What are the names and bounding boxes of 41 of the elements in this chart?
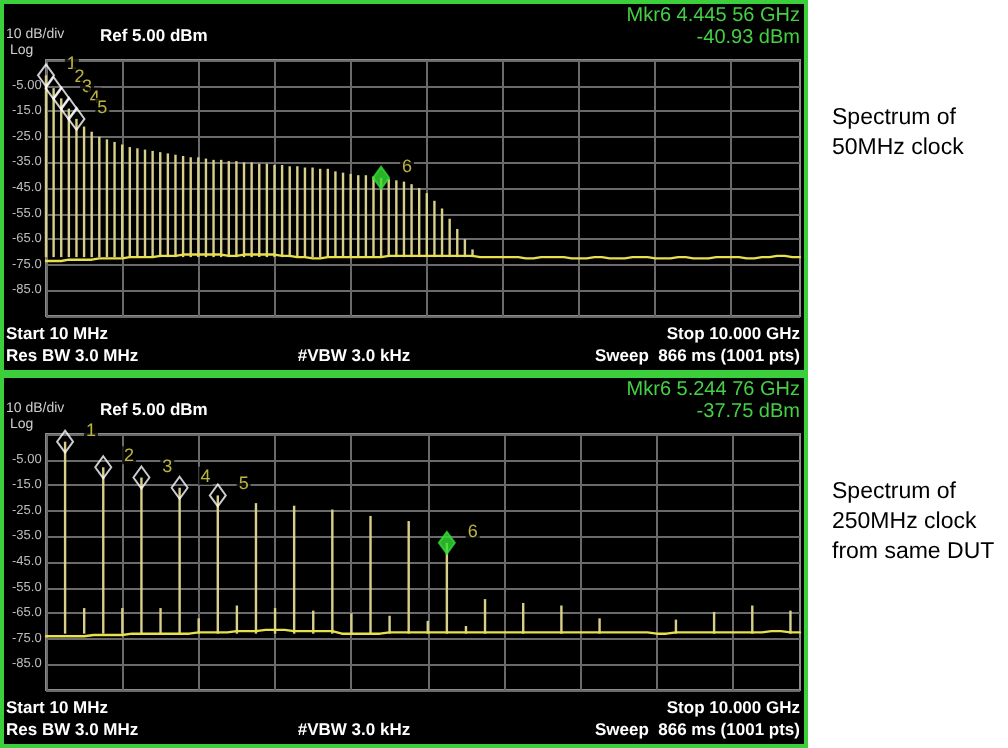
point — [208, 483, 227, 508]
annotation: 2 — [74, 66, 85, 87]
annotation: 5 — [97, 96, 108, 117]
text: Start 10 MHz — [6, 697, 109, 717]
text: Ref 5.00 dBm — [100, 25, 209, 45]
point — [94, 455, 113, 480]
annotation: 3 — [82, 76, 93, 97]
text: Stop 10.000 GHz — [666, 697, 800, 717]
annotation: 4 — [89, 86, 100, 107]
annotation: 6 — [467, 520, 478, 541]
annotation: 5 — [238, 473, 249, 494]
annotation: 4 — [200, 465, 211, 486]
point — [67, 106, 86, 131]
text: Spectrum of 50MHz clock — [832, 104, 966, 164]
annotation: 3 — [162, 455, 173, 476]
text: Start 10 MHz — [6, 323, 109, 343]
point — [52, 86, 71, 111]
point — [44, 76, 63, 101]
text: Res BW 3.0 MHz — [6, 345, 139, 365]
text: Res BW 3.0 MHz — [6, 719, 139, 739]
text: Mkr6 5.244 76 GHz — [626, 379, 800, 401]
annotation: 6 — [401, 155, 412, 176]
point — [437, 530, 456, 555]
point — [372, 165, 391, 190]
text: #VBW 3.0 kHz — [297, 719, 411, 739]
text: Sweep 866 ms (1001 pts) — [594, 345, 801, 365]
annotation: 2 — [124, 445, 135, 466]
text: Ref 5.00 dBm — [100, 399, 209, 419]
annotation: 1 — [85, 419, 96, 440]
text: Stop 10.000 GHz — [666, 323, 800, 343]
point — [56, 429, 75, 454]
text: -40.93 dBm — [696, 27, 800, 49]
annotation: 1 — [66, 53, 77, 74]
text: Mkr6 4.445 56 GHz — [626, 5, 800, 27]
point — [132, 465, 151, 490]
text: #VBW 3.0 kHz — [297, 345, 411, 365]
text: Sweep 866 ms (1001 pts) — [594, 719, 801, 739]
point — [59, 96, 78, 121]
text: Spectrum of 250MHz clock from same DUT — [832, 478, 997, 568]
point — [170, 475, 189, 500]
text: -37.75 dBm — [696, 401, 800, 423]
